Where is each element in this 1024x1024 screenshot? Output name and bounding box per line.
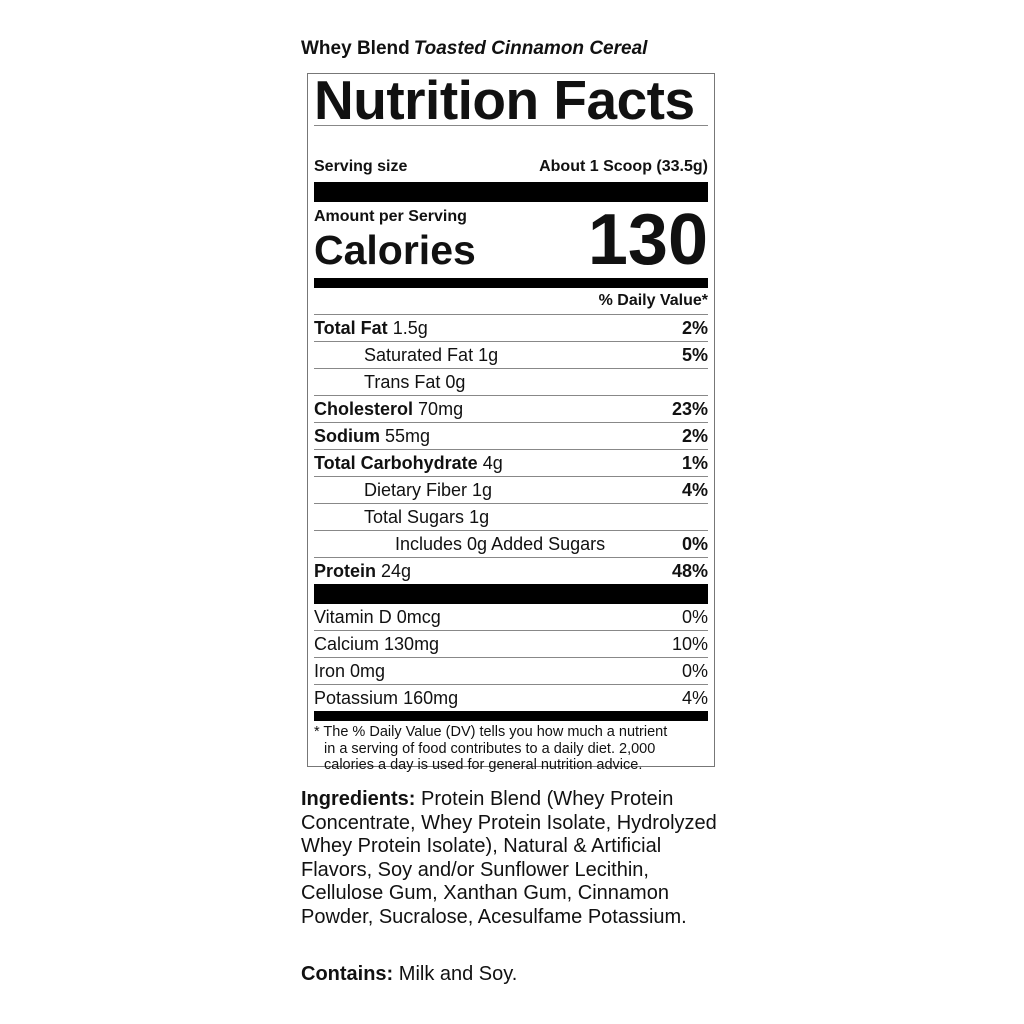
nutrient-daily-value: 4% (681, 480, 708, 500)
vitamin-row: Iron 0mg 0% (314, 658, 708, 685)
footnote-line: in a serving of food contributes to a da… (324, 740, 656, 757)
vitamin-daily-value: 0% (681, 661, 708, 681)
nutrient-name-amount: Dietary Fiber 1g (314, 477, 492, 503)
nutrient-row: Sodium 55mg 2% (314, 423, 708, 450)
nutrient-name: Cholesterol (314, 399, 414, 419)
calories-value: 130 (587, 200, 708, 280)
calories-label: Calories (314, 227, 476, 273)
nutrient-row: Includes 0g Added Sugars 0% (314, 531, 708, 558)
nutrient-daily-value: 5% (681, 345, 708, 365)
thick-divider (314, 584, 708, 604)
nutrient-row: Saturated Fat 1g 5% (314, 342, 708, 369)
vitamin-daily-value: 10% (671, 634, 708, 654)
calories-block: Amount per Serving Calories 130 (314, 200, 708, 280)
nutrition-facts-label: Nutrition Facts Serving size About 1 Sco… (307, 69, 715, 773)
nutrient-amount: 24g (381, 561, 412, 581)
nutrient-name-amount: Includes 0g Added Sugars (314, 531, 605, 557)
footnote: * The % Daily Value (DV) tells you how m… (314, 721, 708, 774)
serving-size-row: Serving size About 1 Scoop (33.5g) (314, 148, 708, 182)
nutrient-name-amount: Sodium 55mg (314, 423, 430, 449)
vitamin-amount: 160mg (403, 688, 459, 708)
vitamin-name: Vitamin D (314, 607, 392, 627)
ingredients-label: Ingredients: (301, 788, 416, 810)
nutrient-row: Protein 24g 48% (314, 558, 708, 584)
nutrient-row: Cholesterol 70mg 23% (314, 396, 708, 423)
medium-divider (314, 711, 708, 721)
nutrient-row: Dietary Fiber 1g 4% (314, 477, 708, 504)
nutrient-row: Total Carbohydrate 4g 1% (314, 450, 708, 477)
vitamin-name: Potassium (314, 688, 399, 708)
nutrient-amount: 70mg (418, 399, 464, 419)
nutrient-row: Trans Fat 0g (314, 369, 708, 396)
nutrient-name: Dietary Fiber (364, 480, 468, 500)
vitamin-row: Potassium 160mg 4% (314, 685, 708, 711)
nutrient-amount: 55mg (385, 426, 431, 446)
brand-name: Whey Blend (301, 38, 410, 59)
nutrient-amount: 0g (445, 372, 466, 392)
nutrient-list: Total Fat 1.5g 2% Saturated Fat 1g 5% Trans … (314, 315, 708, 584)
nutrient-name: Sodium (314, 426, 380, 446)
nutrient-daily-value: 23% (671, 399, 708, 419)
vitamin-row: Vitamin D 0mcg 0% (314, 604, 708, 631)
serving-size-value: About 1 Scoop (33.5g) (539, 158, 708, 175)
vitamin-amount: 0mg (350, 661, 386, 681)
vitamin-daily-value: 0% (681, 607, 708, 627)
nutrient-daily-value: 2% (681, 318, 708, 338)
vitamin-name-amount: Vitamin D 0mcg (314, 604, 441, 630)
nutrient-name: Total Carbohydrate (314, 453, 478, 473)
divider (314, 125, 708, 126)
nutrient-daily-value: 2% (681, 426, 708, 446)
ingredients-text: Protein Blend (Whey Protein Concentrate,… (301, 788, 717, 928)
nutrient-name-amount: Total Fat 1.5g (314, 315, 428, 341)
vitamin-daily-value: 4% (681, 688, 708, 708)
nutrient-row: Total Fat 1.5g 2% (314, 315, 708, 342)
footnote-line: calories a day is used for general nutri… (324, 757, 643, 773)
flavor-name: Toasted Cinnamon Cereal (413, 38, 648, 59)
vitamin-name: Iron (314, 661, 346, 681)
nutrient-name-amount: Trans Fat 0g (314, 369, 465, 395)
footnote-line: * The % Daily Value (DV) tells you how m… (314, 724, 668, 740)
vitamin-amount: 0mcg (396, 607, 441, 627)
ingredients: Ingredients: Protein Blend (Whey Protein… (301, 788, 731, 929)
nutrient-name-amount: Saturated Fat 1g (314, 342, 498, 368)
nutrient-amount: 1g (472, 480, 493, 500)
nutrient-name-amount: Total Sugars 1g (314, 504, 489, 530)
nutrient-amount: 1g (478, 345, 499, 365)
serving-size-label: Serving size (314, 158, 408, 175)
nutrient-name: Total Fat (314, 318, 388, 338)
product-name: Whey Blend Toasted Cinnamon Cereal (301, 38, 647, 60)
label-title: Nutrition Facts (314, 69, 695, 131)
nutrient-name: Saturated Fat (364, 345, 474, 365)
contains-label: Contains: (301, 963, 394, 985)
nutrient-name: Total Sugars (364, 507, 465, 527)
nutrient-name: Trans Fat (364, 372, 441, 392)
nutrient-name-amount: Cholesterol 70mg (314, 396, 463, 422)
nutrient-name-amount: Protein 24g (314, 558, 411, 584)
vitamin-amount: 130mg (384, 634, 440, 654)
vitamin-name: Calcium (314, 634, 380, 654)
nutrient-name-amount: Total Carbohydrate 4g (314, 450, 503, 476)
medium-divider (314, 278, 708, 288)
nutrient-name: Protein (314, 561, 377, 581)
vitamin-name-amount: Iron 0mg (314, 658, 385, 684)
nutrient-name: Includes 0g Added Sugars (395, 534, 606, 554)
nutrient-daily-value: 48% (671, 561, 708, 581)
vitamin-name-amount: Calcium 130mg (314, 631, 439, 657)
contains-text: Milk and Soy. (398, 963, 518, 985)
vitamin-list: Vitamin D 0mcg 0% Calcium 130mg 10% Iron 0mg… (314, 604, 708, 711)
nutrient-daily-value: 1% (681, 453, 708, 473)
nutrient-amount: 1.5g (392, 318, 428, 338)
nutrient-row: Total Sugars 1g (314, 504, 708, 531)
nutrient-amount: 1g (469, 507, 490, 527)
nutrient-amount: 4g (482, 453, 503, 473)
vitamin-name-amount: Potassium 160mg (314, 685, 458, 711)
allergens: Contains: Milk and Soy. (301, 963, 517, 986)
amount-per-serving: Amount per Serving (314, 208, 467, 225)
nutrient-daily-value: 0% (681, 534, 708, 554)
thick-divider (314, 182, 708, 202)
vitamin-row: Calcium 130mg 10% (314, 631, 708, 658)
daily-value-header: % Daily Value* (314, 288, 708, 315)
